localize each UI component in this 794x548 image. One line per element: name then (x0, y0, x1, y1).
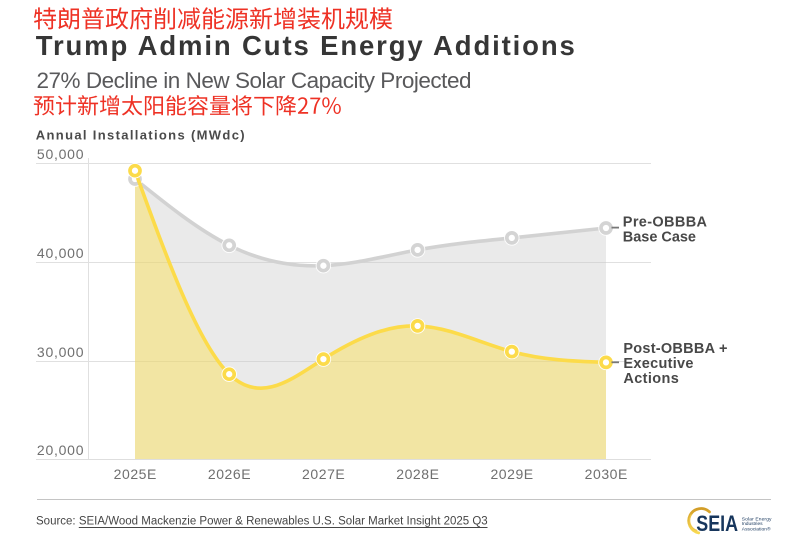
svg-text:50,000: 50,000 (37, 146, 84, 162)
svg-text:30,000: 30,000 (37, 344, 84, 360)
svg-text:27% Decline in New Solar Capac: 27% Decline in New Solar Capacity Projec… (37, 68, 472, 93)
svg-text:40,000: 40,000 (37, 245, 84, 261)
svg-text:2030E: 2030E (585, 466, 628, 482)
svg-text:Source: SEIA/Wood Mackenzie Po: Source: SEIA/Wood Mackenzie Power & Rene… (36, 515, 488, 527)
svg-text:Association®: Association® (742, 526, 771, 533)
svg-text:2026E: 2026E (208, 466, 251, 482)
svg-text:Industries: Industries (742, 521, 763, 527)
svg-text:2025E: 2025E (114, 466, 157, 482)
svg-text:Pre-OBBBA: Pre-OBBBA (623, 215, 708, 231)
svg-text:Annual Installations (MWdc): Annual Installations (MWdc) (36, 128, 245, 143)
svg-text:Solar Energy: Solar Energy (742, 516, 772, 522)
svg-text:20,000: 20,000 (37, 442, 84, 458)
svg-text:Trump Admin Cuts Energy Additi: Trump Admin Cuts Energy Additions (36, 30, 575, 61)
svg-text:2027E: 2027E (302, 466, 345, 482)
svg-text:Base Case: Base Case (623, 230, 696, 246)
svg-text:Executive: Executive (623, 356, 693, 372)
svg-text:2029E: 2029E (490, 466, 533, 482)
svg-text:Actions: Actions (623, 371, 678, 387)
svg-text:2028E: 2028E (396, 466, 439, 482)
svg-text:SEIA: SEIA (696, 511, 738, 536)
svg-text:Post-OBBBA +: Post-OBBBA + (623, 341, 727, 357)
